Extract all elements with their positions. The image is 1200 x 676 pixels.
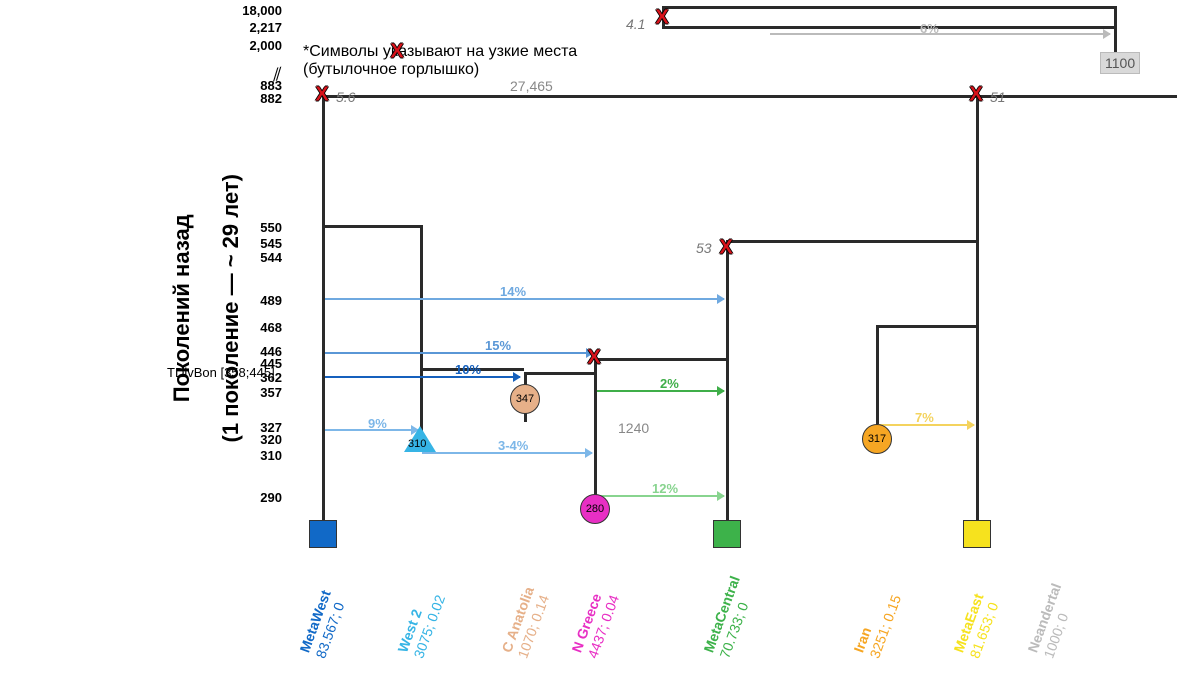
y-tick: 362 (260, 370, 282, 385)
tree-v-line (594, 358, 597, 508)
pop-marker-circle: 317 (862, 424, 892, 454)
footnote: *Символы указывают на узкие места (бутыл… (303, 43, 577, 79)
migration-arrow (770, 33, 1110, 35)
tree-v-line (976, 95, 979, 520)
tree-h-line (726, 240, 976, 243)
migration-label: 9% (368, 416, 387, 431)
y-tick: 2,217 (249, 20, 282, 35)
pop-xlabel: MetaCentral70.733; 0 (700, 574, 759, 661)
footnote-l1: *Символы указывают на узкие места (303, 43, 577, 60)
pop-xlabel: Neandertal1000; 0 (1024, 582, 1080, 661)
migration-arrow (325, 376, 520, 378)
pop-marker-square (963, 520, 991, 548)
pop-xlabel: N Greece4437; 0.04 (568, 587, 622, 661)
migration-label: 15% (485, 338, 511, 353)
grey-annotation: 27,465 (510, 78, 553, 94)
y-tick: 320 (260, 432, 282, 447)
bottleneck-label: 5.6 (336, 89, 355, 105)
tree-h-line (662, 26, 1114, 29)
footnote-l2: (бутылочное горлышко) (303, 61, 479, 78)
tree-h-line (322, 95, 1177, 98)
grey-annotation: 1240 (618, 420, 649, 436)
bottleneck-label: 4.1 (626, 16, 645, 32)
y-tick: 544 (260, 250, 282, 265)
bottleneck-x-icon: X (587, 347, 600, 370)
pop-marker-square (309, 520, 337, 548)
pop-xlabel: West 23075; 0.02 (394, 587, 448, 661)
migration-label: 12% (652, 481, 678, 496)
tree-h-line (594, 358, 726, 361)
y-tick: 290 (260, 490, 282, 505)
y-tick: 445 (260, 356, 282, 371)
migration-arrow (325, 352, 593, 354)
pop-marker-square (713, 520, 741, 548)
migration-label: 2% (660, 376, 679, 391)
pop-marker-value: 310 (408, 438, 426, 450)
bottleneck-x-icon: X (315, 84, 328, 107)
y-tick: 468 (260, 320, 282, 335)
tree-v-line (876, 325, 879, 430)
y-tick: 489 (260, 293, 282, 308)
bottleneck-x-icon: X (969, 84, 982, 107)
pop-marker-circle: 280 (580, 494, 610, 524)
tree-h-line (322, 225, 420, 228)
pop-xlabel: MetaEast81.653; 0 (950, 592, 1003, 661)
tree-v-line (1114, 6, 1117, 56)
y-tick: 357 (260, 385, 282, 400)
y-axis-title-l2: (1 поколение — ~ 29 лет) (218, 174, 243, 442)
tree-v-line (726, 240, 729, 520)
y-tick: 310 (260, 448, 282, 463)
y-tick: 2,000 (249, 38, 282, 53)
migration-label: 6% (920, 21, 939, 36)
bottleneck-label: 51 (990, 89, 1006, 105)
grey-annotation: 1100 (1100, 52, 1140, 74)
bottleneck-label: 53 (696, 240, 712, 256)
y-tick: 18,000 (242, 3, 282, 18)
tree-h-line (524, 372, 594, 375)
y-tick: 882 (260, 91, 282, 106)
y-axis-title: Поколений назад (1 поколение — ~ 29 лет) (146, 174, 267, 467)
phylo-diagram: Поколений назад (1 поколение — ~ 29 лет)… (0, 0, 1200, 676)
migration-label: 7% (915, 410, 934, 425)
footnote-x-icon: X (390, 41, 403, 64)
bottleneck-x-icon: X (719, 237, 732, 260)
migration-label: 14% (500, 284, 526, 299)
tree-v-line (420, 225, 423, 445)
pop-marker-circle: 347 (510, 384, 540, 414)
tree-h-line (876, 325, 976, 328)
migration-label: 3-4% (498, 438, 528, 453)
tree-v-line (322, 95, 325, 520)
y-tick: 550 (260, 220, 282, 235)
pop-xlabel: C Anatolia1070; 0.14 (498, 585, 553, 661)
pop-xlabel: MetaWest83.567; 0 (296, 588, 350, 661)
bottleneck-x-icon: X (655, 7, 668, 30)
tree-h-line (662, 6, 1114, 9)
y-tick: 545 (260, 236, 282, 251)
pop-xlabel: Iran3251; 0.15 (850, 587, 904, 661)
tdivbon-label: TDivBon [358;445] (167, 365, 275, 380)
migration-label: 10% (455, 362, 481, 377)
